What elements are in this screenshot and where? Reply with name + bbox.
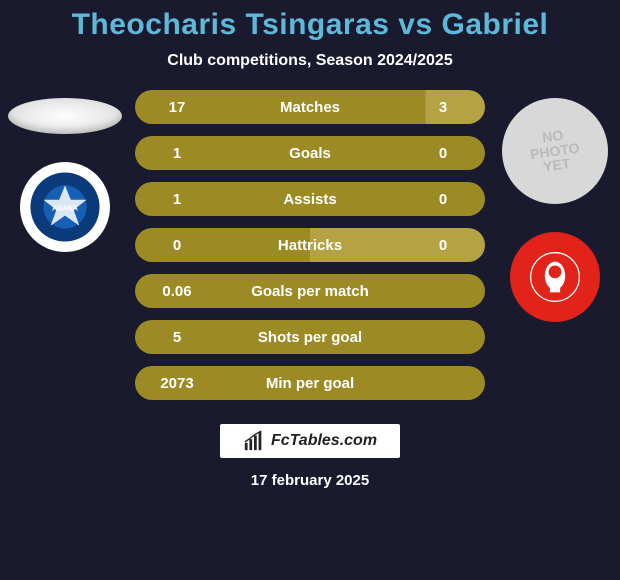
svg-text:ADANA: ADANA xyxy=(52,204,78,213)
stat-left-value: 0 xyxy=(135,237,219,254)
stat-left-value: 1 xyxy=(135,191,219,208)
player-right-club-logo xyxy=(510,232,600,322)
right-player-column: NOPHOTOYET xyxy=(495,90,615,322)
stat-row-matches: 17 Matches 3 xyxy=(135,90,485,124)
stat-row-min-per-goal: 2073 Min per goal xyxy=(135,366,485,400)
player-left-club-logo: ADANA xyxy=(20,162,110,252)
stats-column: 17 Matches 3 1 Goals 0 1 Assists 0 0 Hat… xyxy=(135,90,485,400)
stat-left-value: 5 xyxy=(135,329,219,346)
stat-right-value: 0 xyxy=(401,237,485,254)
no-photo-placeholder: NOPHOTOYET xyxy=(527,126,582,177)
stat-row-goals-per-match: 0.06 Goals per match xyxy=(135,274,485,308)
date-label: 17 february 2025 xyxy=(251,472,369,489)
brand-label: FcTables.com xyxy=(271,432,377,450)
stat-row-assists: 1 Assists 0 xyxy=(135,182,485,216)
page-subtitle: Club competitions, Season 2024/2025 xyxy=(167,52,452,70)
stat-right-value: 3 xyxy=(401,99,485,116)
stat-right-value: 0 xyxy=(401,191,485,208)
stat-left-value: 1 xyxy=(135,145,219,162)
brand-badge[interactable]: FcTables.com xyxy=(220,424,400,458)
stat-left-value: 2073 xyxy=(135,375,219,392)
stat-metric-label: Min per goal xyxy=(219,375,401,392)
stat-right-value: 0 xyxy=(401,145,485,162)
player-left-photo xyxy=(8,98,122,134)
stat-row-hattricks: 0 Hattricks 0 xyxy=(135,228,485,262)
comparison-card: Theocharis Tsingaras vs Gabriel Club com… xyxy=(0,0,620,580)
stat-metric-label: Matches xyxy=(219,99,401,116)
stats-icon xyxy=(243,430,265,452)
stat-metric-label: Hattricks xyxy=(219,237,401,254)
left-player-column: ADANA xyxy=(5,90,125,252)
stat-left-value: 0.06 xyxy=(135,283,219,300)
player-right-photo: NOPHOTOYET xyxy=(502,98,608,204)
stat-metric-label: Goals per match xyxy=(219,283,401,300)
stat-row-goals: 1 Goals 0 xyxy=(135,136,485,170)
stat-row-shots-per-goal: 5 Shots per goal xyxy=(135,320,485,354)
stat-metric-label: Shots per goal xyxy=(219,329,401,346)
main-area: ADANA 17 Matches 3 1 Goals 0 1 Assists 0… xyxy=(0,90,620,400)
club-crest-icon xyxy=(523,245,587,309)
stat-metric-label: Assists xyxy=(219,191,401,208)
club-crest-icon: ADANA xyxy=(29,171,101,243)
page-title: Theocharis Tsingaras vs Gabriel xyxy=(72,8,549,42)
stat-left-value: 17 xyxy=(135,99,219,116)
stat-metric-label: Goals xyxy=(219,145,401,162)
